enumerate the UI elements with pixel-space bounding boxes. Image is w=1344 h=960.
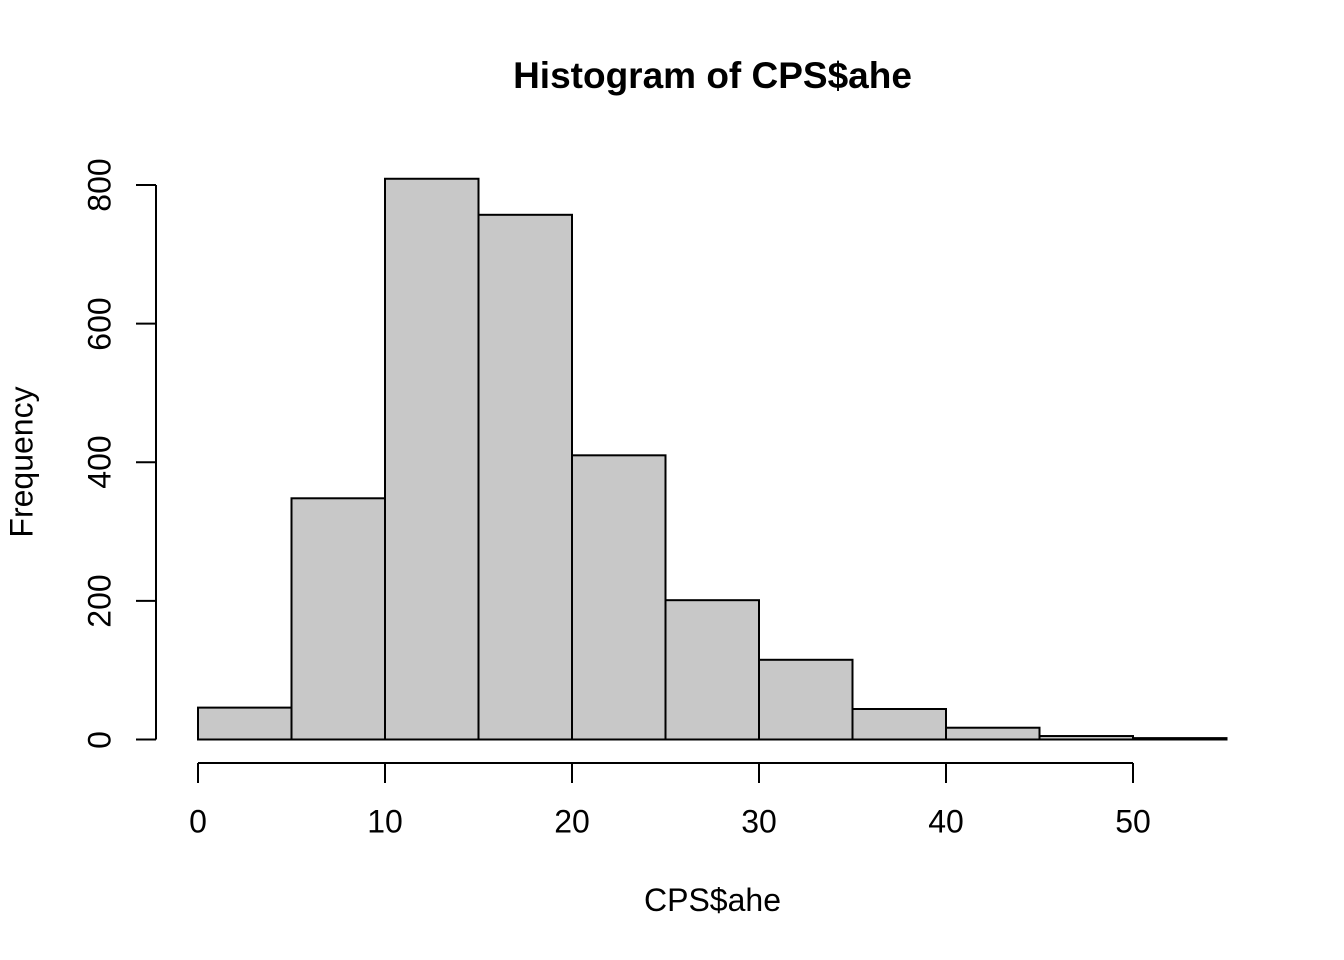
- x-tick-label: 10: [367, 803, 403, 840]
- y-axis-title: Frequency: [3, 386, 40, 538]
- histogram-bar: [571, 454, 667, 741]
- y-tick-label: 0: [81, 730, 118, 749]
- histogram-bar: [1038, 735, 1134, 741]
- y-tick-label: 200: [81, 574, 118, 628]
- x-tick-label: 30: [741, 803, 777, 840]
- x-tick-label: 50: [1115, 803, 1151, 840]
- histogram-bar: [290, 497, 386, 741]
- histogram-bar: [851, 708, 947, 741]
- x-tick-label: 0: [189, 803, 207, 840]
- x-axis-title: CPS$ahe: [644, 882, 781, 918]
- y-tick-label: 400: [81, 435, 118, 489]
- y-tick-label: 600: [81, 296, 118, 351]
- histogram-bar: [758, 658, 854, 741]
- histogram-bar: [664, 599, 760, 741]
- histogram-bar: [197, 706, 293, 741]
- histogram-bar: [1132, 737, 1228, 741]
- y-tick-label: 800: [81, 158, 118, 212]
- chart-title: Histogram of CPS$ahe: [513, 55, 912, 96]
- x-tick-label: 40: [928, 803, 964, 840]
- histogram-bar: [945, 726, 1041, 741]
- histogram-bar: [384, 177, 480, 741]
- histogram-bar: [477, 213, 573, 741]
- x-tick-label: 20: [554, 803, 590, 840]
